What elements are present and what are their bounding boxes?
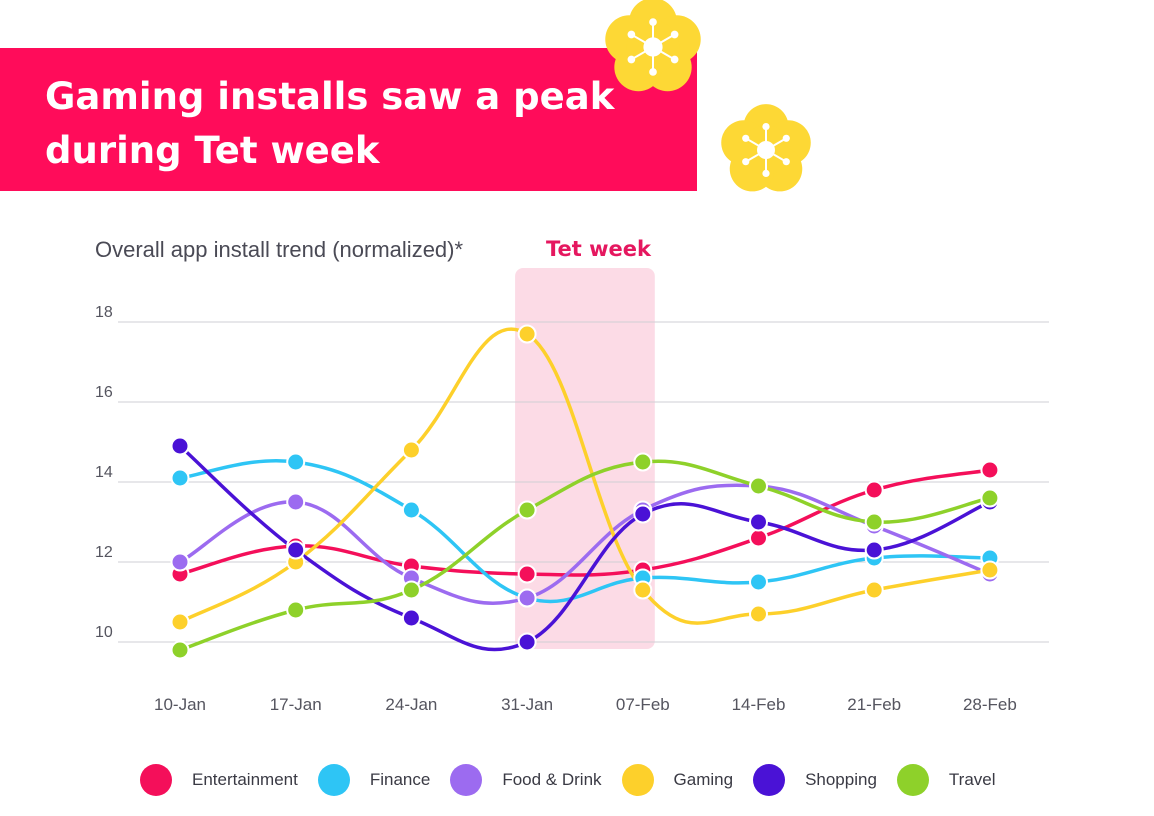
- data-point-gaming: [864, 580, 884, 600]
- legend-swatch: [753, 764, 786, 796]
- title-line-2: during Tet week: [45, 129, 380, 172]
- legend-label: Food & Drink: [502, 770, 602, 789]
- title-line-1: Gaming installs saw a peak: [45, 75, 615, 118]
- y-tick-label: 16: [95, 384, 113, 401]
- tet-week-label: Tet week: [546, 237, 651, 261]
- legend-item-gaming: Gaming: [621, 764, 734, 796]
- data-point-shopping: [864, 540, 884, 560]
- y-tick-label: 10: [95, 624, 113, 641]
- series-line-gaming: [179, 327, 991, 625]
- data-point-food-drink: [517, 588, 537, 608]
- data-point-entertainment: [980, 460, 1000, 480]
- data-point-entertainment: [749, 528, 768, 548]
- chart-legend: Entertainment Finance Food & Drink Gaming Sh…: [140, 762, 1016, 798]
- series-line-shopping: [178, 444, 991, 652]
- legend-item-food-drink: Food & Drink: [450, 764, 602, 796]
- x-tick-label: 07-Feb: [616, 695, 670, 714]
- data-point-travel: [286, 600, 306, 620]
- legend-swatch: [450, 764, 483, 796]
- x-tick-label: 14-Feb: [732, 695, 786, 714]
- data-point-gaming: [980, 560, 1000, 580]
- legend-swatch: [896, 764, 929, 796]
- x-tick-label: 31-Jan: [501, 695, 553, 714]
- legend-item-entertainment: Entertainment: [140, 764, 298, 796]
- data-point-gaming: [517, 324, 537, 344]
- y-tick-label: 12: [95, 544, 113, 561]
- data-point-finance: [749, 572, 768, 592]
- legend-swatch: [140, 764, 172, 796]
- data-point-gaming: [170, 612, 190, 632]
- data-point-food-drink: [170, 552, 190, 572]
- legend-label: Gaming: [673, 770, 734, 789]
- series-line-travel: [179, 459, 991, 652]
- chart-title: Overall app install trend (normalized)*: [95, 237, 464, 262]
- data-point-travel: [170, 640, 190, 660]
- title-banner: [0, 48, 697, 191]
- data-point-shopping: [286, 540, 306, 560]
- legend-swatch: [317, 764, 350, 796]
- x-tick-label: 24-Jan: [385, 695, 437, 714]
- data-point-shopping: [749, 512, 768, 532]
- data-point-finance: [170, 468, 190, 488]
- legend-item-travel: Travel: [896, 764, 996, 796]
- legend-label: Finance: [369, 770, 431, 789]
- data-point-finance: [286, 452, 306, 472]
- data-point-travel: [633, 452, 653, 472]
- data-point-gaming: [401, 440, 421, 460]
- data-point-entertainment: [517, 564, 537, 584]
- series-line-entertainment: [179, 468, 991, 577]
- data-point-shopping: [170, 436, 190, 456]
- legend-label: Shopping: [805, 770, 877, 789]
- data-point-travel: [980, 488, 1000, 508]
- data-point-travel: [864, 512, 884, 532]
- legend-label: Entertainment: [192, 770, 298, 789]
- x-tick-label: 17-Jan: [270, 695, 322, 714]
- legend-item-shopping: Shopping: [753, 764, 877, 796]
- data-point-travel: [749, 476, 768, 496]
- data-point-shopping: [401, 608, 421, 628]
- y-tick-label: 14: [95, 464, 113, 481]
- data-point-finance: [401, 500, 421, 520]
- flower-icon: [605, 0, 701, 92]
- legend-swatch: [621, 764, 654, 796]
- data-point-gaming: [749, 604, 768, 624]
- legend-label: Travel: [948, 770, 996, 789]
- x-tick-label: 10-Jan: [154, 695, 206, 714]
- data-point-entertainment: [864, 480, 884, 500]
- data-point-travel: [517, 500, 537, 520]
- flower-icon: [721, 104, 811, 192]
- x-tick-label: 21-Feb: [847, 695, 901, 714]
- x-tick-label: 28-Feb: [963, 695, 1017, 714]
- y-tick-label: 18: [95, 304, 113, 321]
- data-point-gaming: [633, 580, 653, 600]
- data-point-travel: [401, 580, 421, 600]
- page-title: Gaming installs saw a peak during Tet we…: [45, 70, 645, 178]
- data-point-food-drink: [286, 492, 306, 512]
- data-point-shopping: [517, 632, 537, 652]
- data-point-shopping: [633, 504, 653, 524]
- legend-item-finance: Finance: [317, 764, 431, 796]
